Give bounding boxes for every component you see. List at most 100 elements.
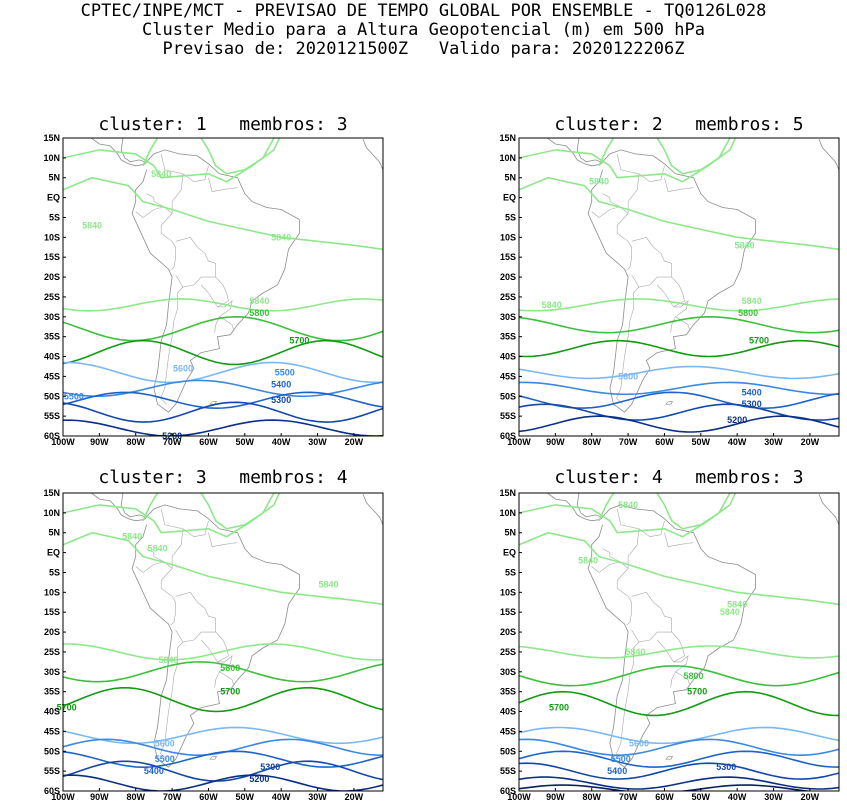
contour-5840 — [519, 176, 839, 251]
contour-label: 5600 — [173, 364, 193, 374]
lat-tick-label: 35S — [500, 687, 516, 697]
contour-5500 — [63, 379, 383, 398]
country-border — [214, 300, 233, 333]
contour-5700 — [63, 686, 383, 713]
contour-5840 — [519, 645, 839, 659]
contour-label: 5300 — [742, 399, 762, 409]
country-border — [670, 655, 689, 688]
lat-tick-label: 20S — [44, 627, 60, 637]
map-frame — [62, 492, 384, 792]
contour-label: 5700 — [289, 336, 309, 346]
contour-5800 — [519, 665, 839, 687]
contour-label: 5500 — [155, 754, 175, 764]
lon-tick-label: 80W — [126, 792, 145, 802]
country-border — [182, 165, 209, 183]
coastline — [362, 493, 383, 527]
country-border — [160, 641, 184, 760]
contour-5800 — [519, 315, 839, 334]
contour-5840 — [656, 138, 731, 175]
lat-tick-label: 30S — [500, 667, 516, 677]
contour-label: 5840 — [151, 169, 171, 179]
contour-label: 5500 — [611, 754, 631, 764]
contour-label: 5800 — [249, 308, 269, 318]
country-border — [146, 193, 173, 214]
contour-5400 — [63, 750, 383, 769]
country-border — [602, 193, 629, 214]
contour-5840 — [519, 298, 839, 312]
contour-label: 5500 — [64, 391, 84, 401]
lat-tick-label: 10S — [44, 587, 60, 597]
contour-label: 5400 — [271, 379, 291, 389]
lat-tick-label: EQ — [503, 548, 516, 558]
contour-label: 5700 — [220, 687, 240, 697]
lat-tick-label: 50S — [500, 746, 516, 756]
lat-tick-label: 15S — [500, 607, 516, 617]
coastline — [818, 493, 839, 527]
country-border — [200, 631, 229, 663]
contour-label: 5700 — [687, 687, 707, 697]
country-border — [160, 213, 176, 271]
contour-5840 — [142, 138, 159, 167]
contour-label: 5400 — [607, 766, 627, 776]
lon-tick-label: 90W — [546, 437, 565, 447]
lon-tick-label: 90W — [90, 437, 109, 447]
lat-tick-label: 15S — [44, 607, 60, 617]
map-frame — [62, 137, 384, 437]
lat-tick-label: 10S — [500, 232, 516, 242]
lat-tick-label: 40S — [500, 707, 516, 717]
lat-tick-label: 60S — [500, 431, 516, 441]
lat-tick-label: 15N — [499, 133, 516, 143]
lat-tick-label: 45S — [500, 371, 516, 381]
contour-5300 — [519, 762, 839, 780]
contour-label: 5840 — [727, 599, 747, 609]
map-geography — [63, 138, 383, 436]
lon-tick-label: 20W — [345, 437, 364, 447]
lat-tick-label: 5S — [49, 212, 60, 222]
contour-5840 — [656, 493, 731, 530]
lat-tick-label: 55S — [500, 411, 516, 421]
contour-5400 — [63, 391, 383, 410]
contour-label: 5840 — [158, 655, 178, 665]
coastline — [90, 493, 146, 522]
lon-tick-label: 60W — [199, 792, 218, 802]
contour-label: 5840 — [625, 647, 645, 657]
map-frame — [518, 492, 840, 792]
lat-tick-label: 55S — [44, 766, 60, 776]
country-border — [656, 276, 685, 308]
contour-label: 5840 — [589, 177, 609, 187]
lat-tick-label: 40S — [44, 707, 60, 717]
forecast-dates: Previsao de: 2020121500Z Valido para: 20… — [162, 39, 685, 59]
contour-label: 5840 — [742, 296, 762, 306]
contour-5700 — [63, 339, 383, 366]
island — [665, 756, 674, 760]
contour-5400 — [519, 750, 839, 768]
lon-tick-label: 90W — [90, 792, 109, 802]
lat-tick-label: 15N — [43, 133, 60, 143]
country-border — [664, 532, 694, 547]
lat-tick-label: 25S — [44, 292, 60, 302]
contour-5300 — [63, 401, 383, 423]
contour-5200 — [63, 774, 383, 791]
contour-label: 5800 — [738, 308, 758, 318]
lon-tick-label: 40W — [272, 437, 291, 447]
contour-5840 — [63, 176, 383, 251]
contour-label: 5300 — [716, 762, 736, 772]
lat-tick-label: 50S — [500, 391, 516, 401]
contour-label: 5500 — [275, 367, 295, 377]
lat-tick-label: 25S — [500, 292, 516, 302]
lat-tick-label: 35S — [44, 687, 60, 697]
lon-tick-label: 100W — [51, 792, 75, 802]
lat-tick-label: 30S — [500, 312, 516, 322]
lon-tick-label: 80W — [582, 792, 601, 802]
contour-label: 5840 — [734, 240, 754, 250]
country-border — [135, 207, 162, 218]
coastline — [131, 504, 300, 768]
lat-tick-label: 5N — [504, 528, 516, 538]
country-border — [616, 568, 633, 626]
lat-tick-label: EQ — [47, 548, 60, 558]
lat-tick-label: 40S — [44, 352, 60, 362]
contour-label: 5800 — [220, 663, 240, 673]
country-border — [616, 508, 640, 569]
